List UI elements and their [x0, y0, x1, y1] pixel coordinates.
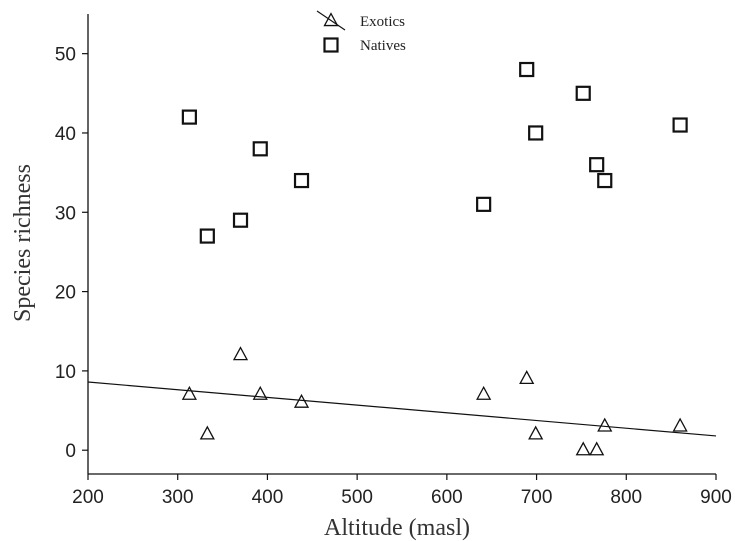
square-point [199, 228, 215, 244]
x-tick-label: 800 [610, 487, 642, 508]
fit-lines [87, 381, 717, 437]
series-exotics [181, 346, 688, 456]
square-point [476, 196, 492, 212]
triangle-point [672, 417, 688, 432]
legend-square-swatch [323, 37, 339, 53]
triangle-point [528, 425, 544, 440]
data-points [181, 61, 688, 456]
legend-item-natives: Natives [323, 37, 406, 54]
x-tick-label: 600 [431, 487, 463, 508]
legend-label: Natives [360, 38, 406, 54]
x-tick-label: 400 [252, 487, 284, 508]
legend-label: Exotics [360, 14, 405, 30]
y-tick-label: 20 [55, 283, 76, 304]
y-tick-label: 40 [55, 124, 76, 145]
square-point [672, 117, 688, 133]
triangle-point [476, 385, 492, 400]
triangle-point [199, 425, 215, 440]
square-point [589, 157, 605, 173]
square-point [181, 109, 197, 125]
square-point [519, 61, 535, 78]
x-tick-label: 300 [162, 487, 194, 508]
series-natives [181, 61, 688, 244]
y-tick-label: 30 [55, 203, 76, 224]
square-point [597, 172, 613, 189]
triangle-point [597, 417, 613, 432]
x-tick-label: 900 [700, 487, 732, 508]
square-point [293, 172, 310, 189]
axes: 200 300 400 500 600 700 800 900 0 10 20 30 40 50 [55, 14, 732, 508]
triangle-point [589, 441, 605, 456]
legend-item-exotics: Exotics [316, 10, 405, 31]
x-axis-title: Altitude (masl) [324, 515, 470, 541]
regression-line-exotics [87, 381, 717, 437]
y-tick-label: 0 [65, 441, 76, 462]
square-point [252, 141, 268, 157]
legend-line-swatch [316, 10, 346, 31]
triangle-point [293, 393, 310, 408]
square-point [528, 125, 544, 141]
triangle-point [252, 385, 268, 400]
x-tick-label: 500 [341, 487, 373, 508]
x-tick-label: 200 [72, 487, 104, 508]
triangle-point [232, 346, 249, 361]
y-tick-label: 10 [55, 362, 76, 383]
triangle-point [519, 370, 535, 385]
x-tick-label: 700 [521, 487, 553, 508]
square-point [575, 85, 591, 101]
legend-triangle-swatch [323, 12, 339, 27]
y-tick-label: 50 [55, 45, 76, 66]
y-axis-title: Species richness [10, 164, 36, 322]
legend: Exotics Natives [316, 10, 406, 54]
triangle-point [575, 441, 591, 456]
square-point [232, 212, 249, 228]
triangle-point [181, 385, 197, 400]
